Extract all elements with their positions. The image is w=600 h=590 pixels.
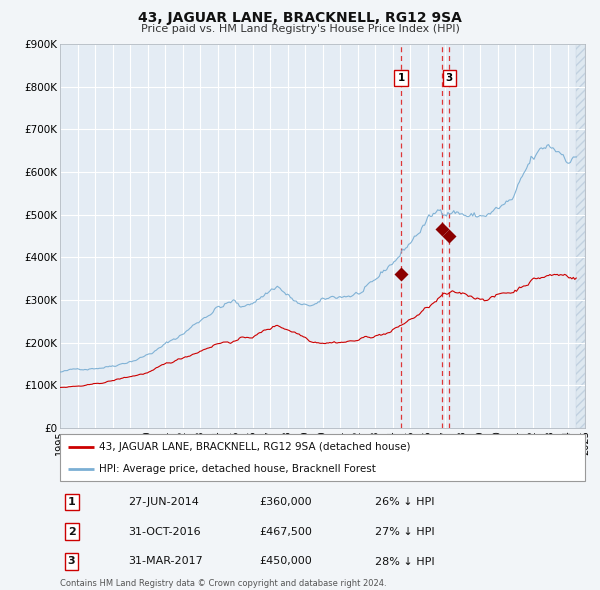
Text: 28% ↓ HPI: 28% ↓ HPI (375, 556, 434, 566)
Text: £360,000: £360,000 (260, 497, 312, 507)
Text: 27-JUN-2014: 27-JUN-2014 (128, 497, 199, 507)
Text: 43, JAGUAR LANE, BRACKNELL, RG12 9SA: 43, JAGUAR LANE, BRACKNELL, RG12 9SA (138, 11, 462, 25)
Text: 1: 1 (68, 497, 76, 507)
Text: 43, JAGUAR LANE, BRACKNELL, RG12 9SA (detached house): 43, JAGUAR LANE, BRACKNELL, RG12 9SA (de… (100, 442, 411, 452)
Text: 2: 2 (68, 527, 76, 536)
Text: HPI: Average price, detached house, Bracknell Forest: HPI: Average price, detached house, Brac… (100, 464, 376, 474)
Text: 31-OCT-2016: 31-OCT-2016 (128, 527, 201, 536)
Text: Contains HM Land Registry data © Crown copyright and database right 2024.
This d: Contains HM Land Registry data © Crown c… (60, 579, 386, 590)
FancyBboxPatch shape (60, 434, 585, 481)
Text: £467,500: £467,500 (260, 527, 313, 536)
Text: 26% ↓ HPI: 26% ↓ HPI (375, 497, 434, 507)
Text: 3: 3 (446, 73, 453, 83)
Bar (576, 44, 585, 428)
Text: £450,000: £450,000 (260, 556, 312, 566)
Text: 3: 3 (68, 556, 76, 566)
Text: 27% ↓ HPI: 27% ↓ HPI (375, 527, 434, 536)
Text: Price paid vs. HM Land Registry's House Price Index (HPI): Price paid vs. HM Land Registry's House … (140, 24, 460, 34)
Text: 1: 1 (397, 73, 404, 83)
Text: 31-MAR-2017: 31-MAR-2017 (128, 556, 203, 566)
